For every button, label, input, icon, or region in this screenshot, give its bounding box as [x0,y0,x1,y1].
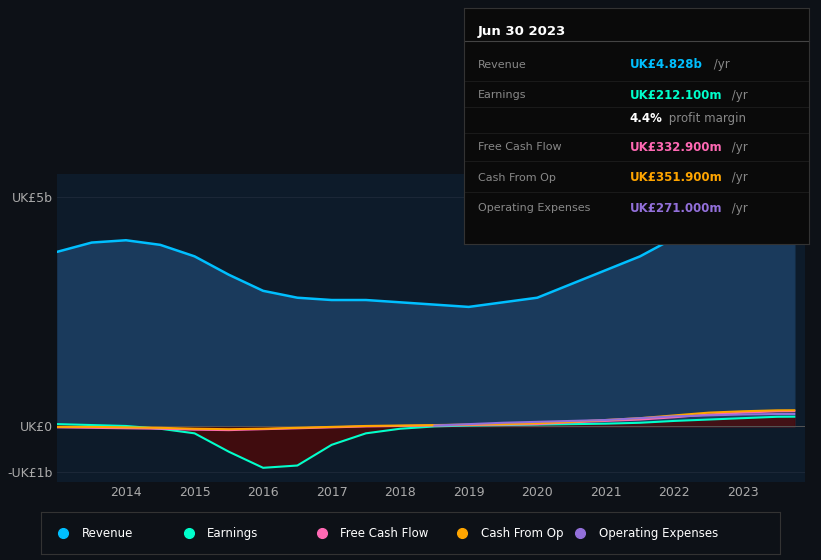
Text: UK£4.828b: UK£4.828b [630,58,702,71]
Text: /yr: /yr [728,89,748,102]
Text: Operating Expenses: Operating Expenses [599,527,718,540]
Text: UK£351.900m: UK£351.900m [630,171,722,184]
Text: Free Cash Flow: Free Cash Flow [478,142,562,152]
Text: Free Cash Flow: Free Cash Flow [341,527,429,540]
Text: UK£271.000m: UK£271.000m [630,202,722,215]
Text: Revenue: Revenue [478,60,526,70]
Text: Operating Expenses: Operating Expenses [478,203,590,213]
Text: Revenue: Revenue [82,527,133,540]
Text: UK£332.900m: UK£332.900m [630,141,722,153]
Text: 4.4%: 4.4% [630,113,663,125]
Text: Cash From Op: Cash From Op [481,527,563,540]
Text: /yr: /yr [728,202,748,215]
Text: Jun 30 2023: Jun 30 2023 [478,25,566,38]
Text: Cash From Op: Cash From Op [478,172,556,183]
Text: profit margin: profit margin [665,113,746,125]
Text: /yr: /yr [710,58,730,71]
Text: /yr: /yr [728,141,748,153]
Text: /yr: /yr [728,171,748,184]
Text: UK£212.100m: UK£212.100m [630,89,722,102]
Text: Earnings: Earnings [478,90,526,100]
Text: Earnings: Earnings [208,527,259,540]
